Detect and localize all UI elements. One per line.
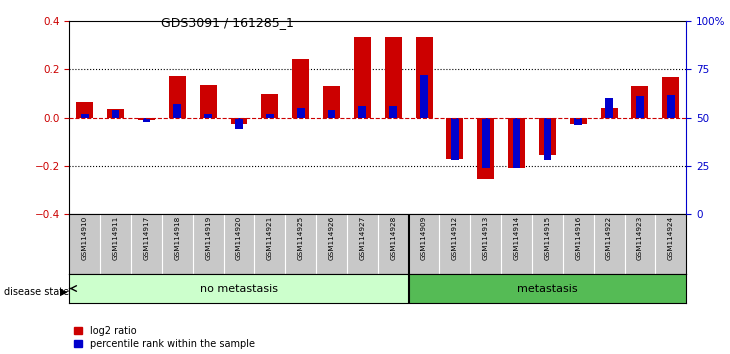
Bar	[420, 75, 428, 118]
Bar	[482, 118, 490, 168]
Bar	[601, 108, 618, 118]
Text: GSM114910: GSM114910	[82, 216, 88, 260]
Bar	[261, 93, 278, 118]
Text: metastasis: metastasis	[517, 284, 577, 293]
Bar	[544, 118, 551, 160]
Bar	[354, 37, 371, 118]
Bar	[575, 118, 582, 125]
Text: GDS3091 / 161285_1: GDS3091 / 161285_1	[161, 16, 293, 29]
Text: no metastasis: no metastasis	[200, 284, 278, 293]
Bar	[169, 75, 185, 118]
Bar	[662, 77, 679, 118]
Bar	[389, 106, 397, 118]
Bar	[508, 118, 525, 169]
Text: GSM114927: GSM114927	[359, 216, 365, 260]
Text: GSM114909: GSM114909	[421, 216, 427, 260]
Bar	[415, 37, 432, 118]
Bar	[200, 85, 217, 118]
Text: GSM114925: GSM114925	[298, 216, 304, 260]
Bar	[477, 118, 494, 179]
Bar	[138, 118, 155, 120]
Bar	[605, 98, 613, 118]
Bar	[81, 114, 88, 118]
Bar	[631, 86, 648, 118]
Text: GSM114921: GSM114921	[267, 216, 273, 260]
Bar	[297, 108, 304, 118]
Bar	[142, 118, 150, 121]
Bar	[447, 118, 464, 159]
Text: GSM114916: GSM114916	[575, 216, 581, 260]
Bar	[323, 86, 340, 118]
Bar	[204, 114, 212, 118]
Text: GSM114917: GSM114917	[144, 216, 150, 260]
Bar	[266, 114, 274, 118]
Bar	[409, 274, 686, 303]
Bar	[451, 118, 458, 160]
Text: disease state: disease state	[4, 287, 69, 297]
Legend: log2 ratio, percentile rank within the sample: log2 ratio, percentile rank within the s…	[74, 326, 255, 349]
Bar	[636, 97, 644, 118]
Bar	[174, 104, 181, 118]
Text: GSM114923: GSM114923	[637, 216, 643, 260]
Bar	[328, 110, 335, 118]
Text: GSM114919: GSM114919	[205, 216, 211, 260]
Text: GSM114912: GSM114912	[452, 216, 458, 260]
Bar	[358, 106, 366, 118]
Bar	[107, 109, 124, 118]
Bar	[539, 118, 556, 155]
Text: GSM114913: GSM114913	[483, 216, 488, 260]
Text: GSM114911: GSM114911	[112, 216, 118, 260]
Text: ▶: ▶	[60, 287, 67, 297]
Text: GSM114918: GSM114918	[174, 216, 180, 260]
Bar	[512, 118, 520, 168]
Bar	[112, 110, 120, 118]
Text: GSM114915: GSM114915	[545, 216, 550, 260]
Bar	[385, 37, 402, 118]
Text: GSM114926: GSM114926	[328, 216, 334, 260]
Text: GSM114922: GSM114922	[606, 216, 612, 260]
Text: GSM114924: GSM114924	[668, 216, 674, 260]
Bar	[292, 59, 309, 118]
Text: GSM114920: GSM114920	[236, 216, 242, 260]
Bar	[570, 118, 587, 124]
Bar	[235, 118, 243, 129]
Bar	[69, 274, 409, 303]
Text: GSM114914: GSM114914	[514, 216, 520, 260]
Bar	[77, 102, 93, 118]
Text: GSM114928: GSM114928	[391, 216, 396, 260]
Bar	[231, 118, 247, 124]
Bar	[667, 95, 675, 118]
